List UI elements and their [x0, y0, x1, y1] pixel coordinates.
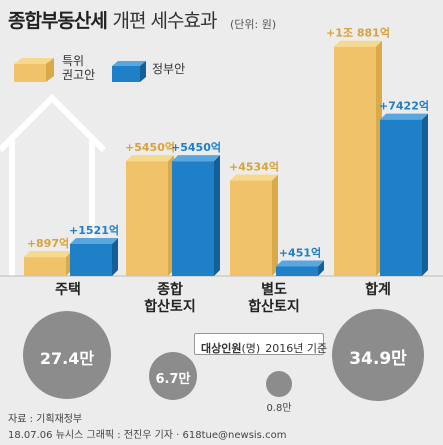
bar-advisory-2 [230, 174, 278, 276]
bar-government-1 [172, 155, 220, 276]
value-label-government-3: +7422억 [379, 100, 429, 113]
credit-text: 18.07.06 뉴시스 그래픽 : 전진우 기자 · 618tue@newsi… [8, 430, 287, 441]
legend-advisory-box-icon [14, 58, 54, 82]
bar-advisory-0 [24, 251, 72, 276]
population-bubble-1 [149, 352, 197, 400]
caption-year: 2016년 기준 [265, 342, 328, 355]
chart-title: 종합부동산세 개편 세수효과 [8, 6, 218, 33]
value-label-government-1: +5450억 [171, 141, 221, 154]
population-bubble-2 [266, 371, 292, 397]
category-label-1: 종합 합산토지 [144, 282, 196, 315]
value-label-government-2: +451억 [279, 246, 321, 259]
value-label-government-0: +1521억 [69, 224, 119, 237]
bar-government-2 [276, 260, 324, 276]
title-main: 종합부동산세 [8, 10, 108, 32]
category-label-3: 합계 [365, 282, 391, 298]
population-value-3: 34.9만 [349, 348, 407, 369]
population-bubble-3 [332, 309, 424, 401]
value-label-advisory-3: +1조 881억 [326, 27, 390, 40]
population-value-2: 0.8만 [266, 403, 292, 414]
value-label-advisory-0: +897억 [27, 237, 69, 250]
bar-advisory-3 [334, 40, 382, 276]
population-bubble-0 [23, 311, 111, 399]
bar-chart: +897억 +5450억 +4534억 +1조 881억 +1521억 +5450억 +45… [0, 27, 443, 277]
caption-unit: (명) [241, 342, 261, 355]
legend-government-box-icon [112, 61, 146, 82]
category-label-0: 주택 [55, 282, 81, 298]
value-label-advisory-1: +5450억 [125, 141, 175, 154]
bar-advisory-1 [126, 155, 174, 276]
title-sub: 개편 세수효과 [112, 10, 218, 32]
population-caption: 대상인원(명) 2016년 기준 [194, 333, 328, 355]
population-value-1: 6.7만 [155, 371, 191, 387]
caption-main: 대상인원 [201, 342, 242, 355]
population-value-0: 27.4만 [39, 348, 95, 368]
legend-government: 정부안 [152, 62, 186, 76]
category-label-2: 별도 합산토지 [248, 282, 300, 315]
bar-government-0 [70, 237, 118, 276]
legend-advisory: 특위 권고안 [62, 54, 96, 82]
bar-government-3 [380, 113, 428, 277]
value-label-advisory-2: +4534억 [229, 160, 279, 173]
source-text: 자료 : 기획재정부 [8, 414, 83, 425]
unit-label: (단위: 원) [230, 18, 277, 31]
house-outline-icon [0, 93, 107, 153]
